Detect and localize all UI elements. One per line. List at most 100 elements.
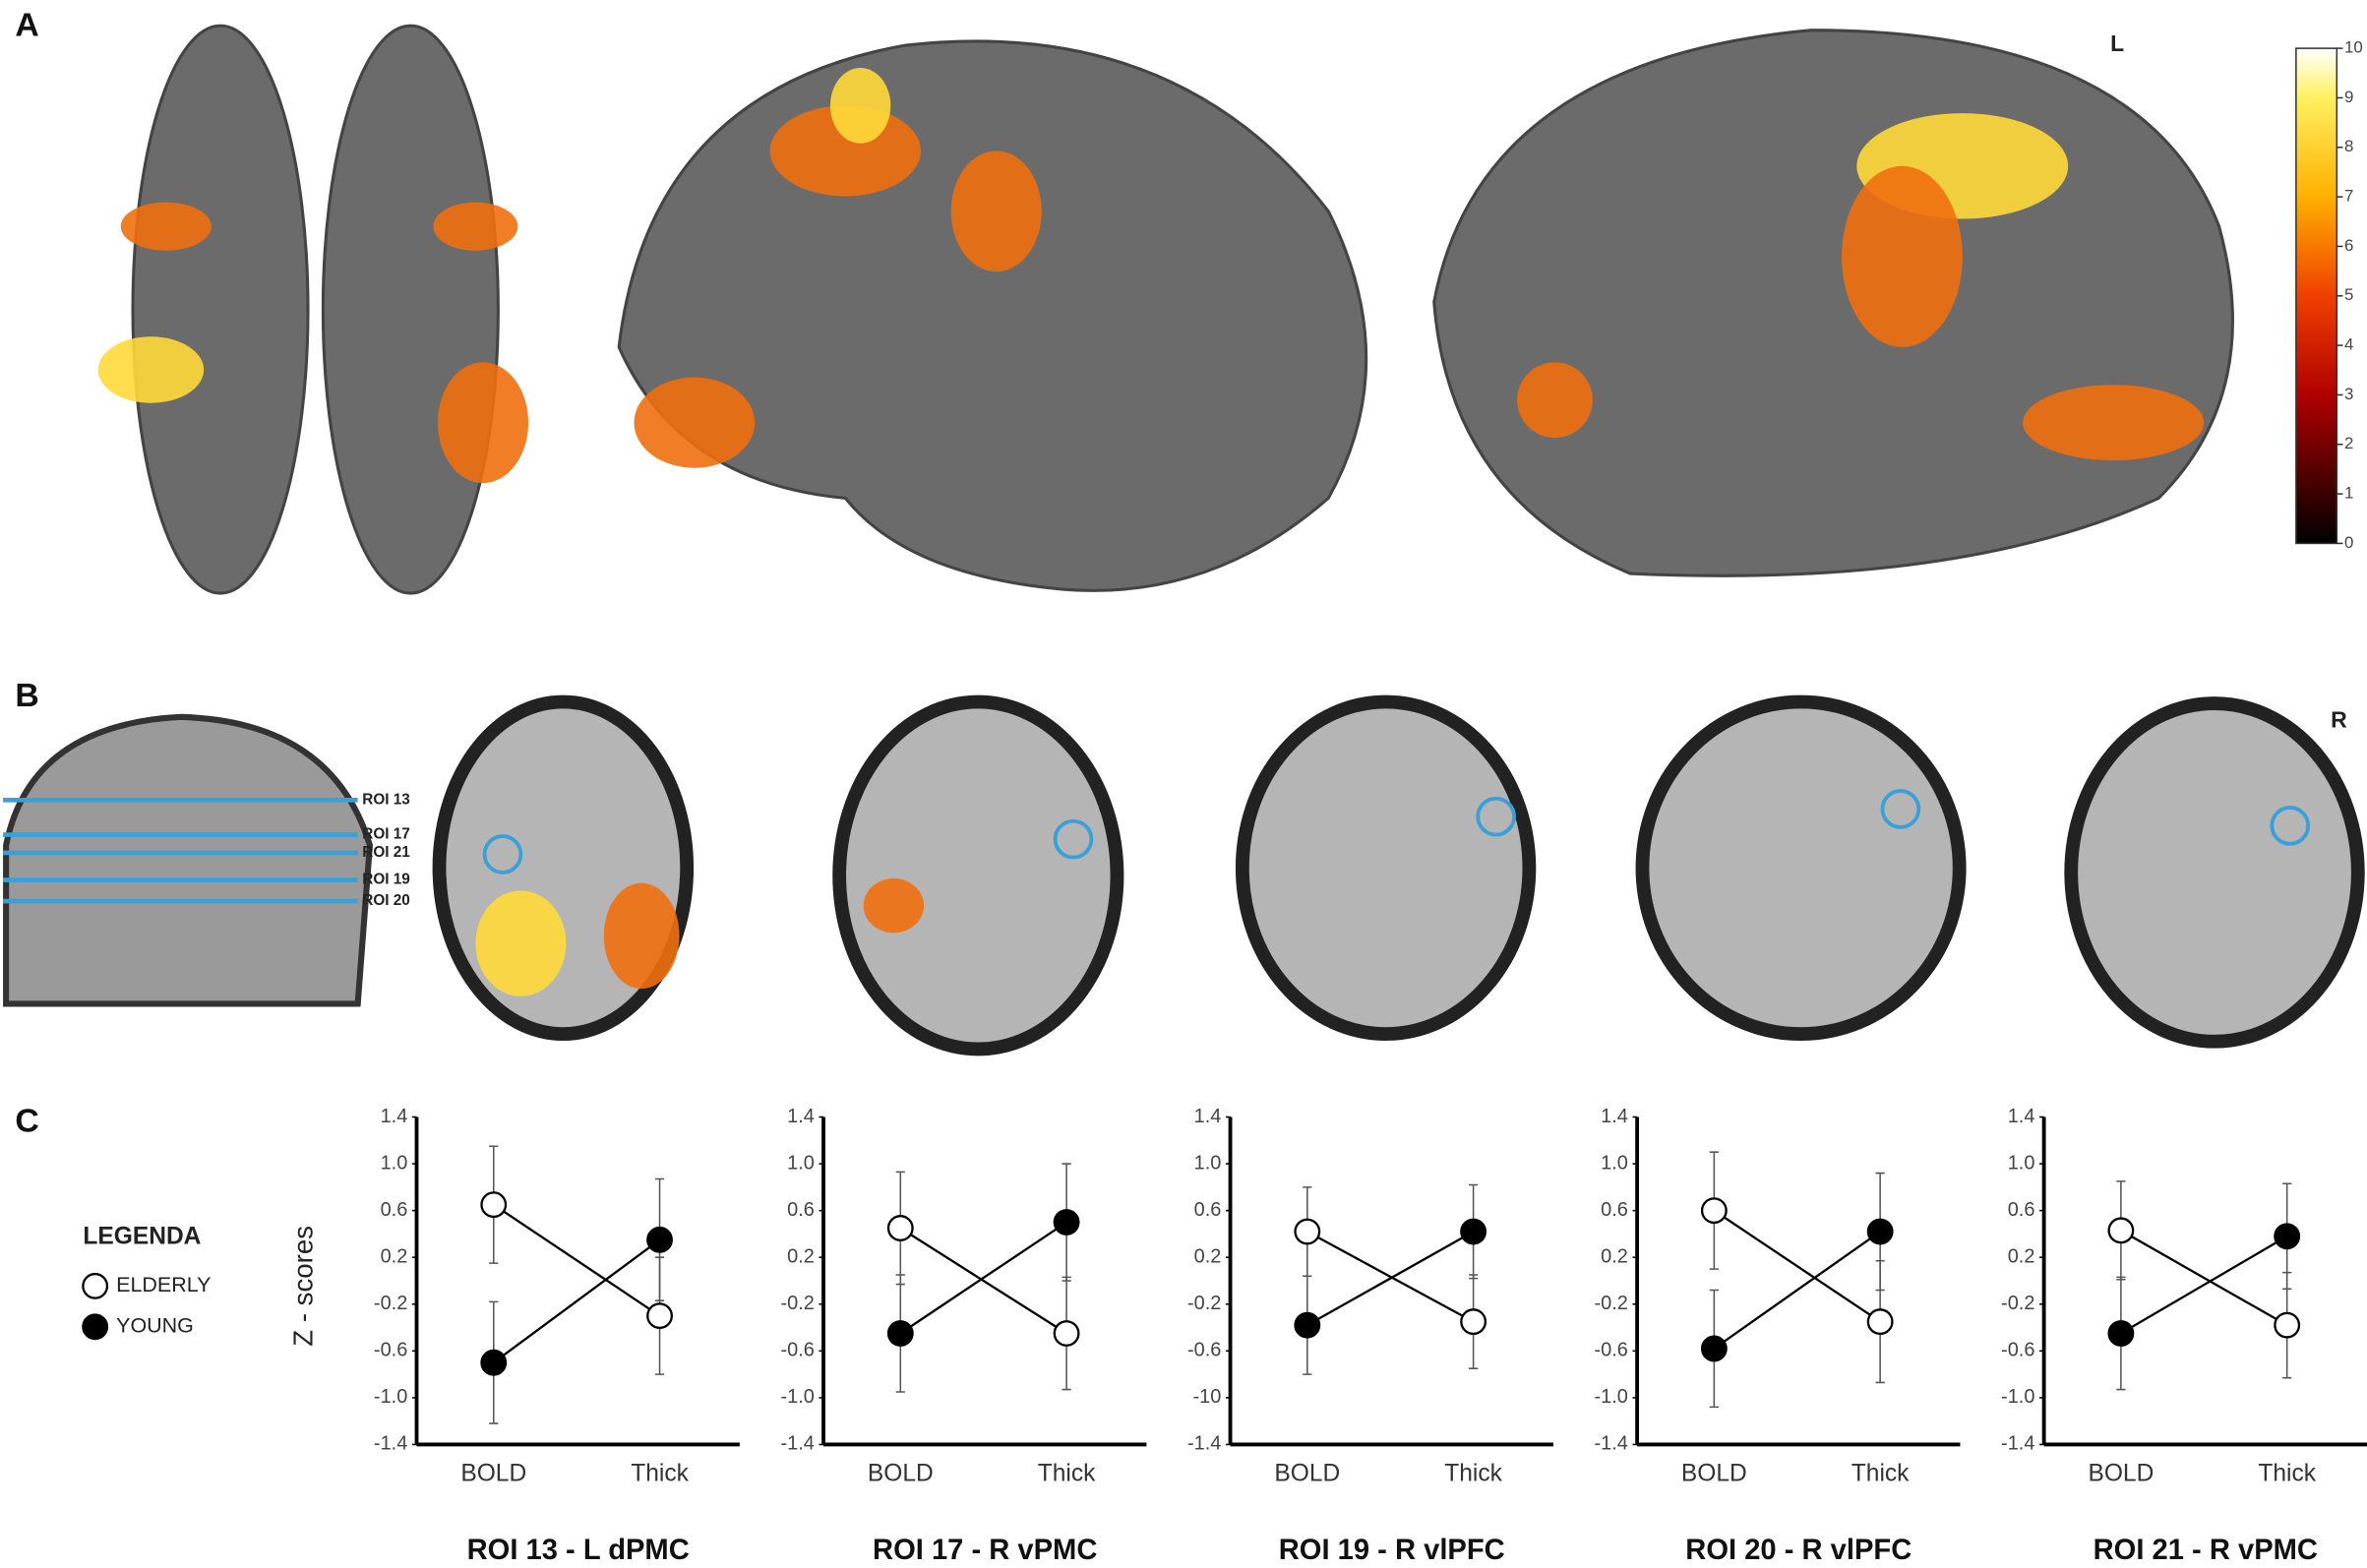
y-tick-label: 0.6 xyxy=(787,1199,815,1221)
legend: LEGENDA xyxy=(83,1224,201,1250)
data-point xyxy=(1700,1197,1728,1225)
x-tick-label: Thick xyxy=(1851,1461,1910,1487)
data-point xyxy=(1294,1218,1321,1245)
data-point xyxy=(480,1349,508,1376)
colorbar-tick-label: 8 xyxy=(2344,137,2353,155)
series-line xyxy=(1306,1231,1475,1327)
roi-line-label: ROI 20 xyxy=(362,892,410,909)
y-tick-label: -0.2 xyxy=(374,1293,407,1314)
y-tick-label: 1.0 xyxy=(381,1152,408,1174)
data-point xyxy=(1700,1335,1728,1362)
y-tick-label: -0.2 xyxy=(1187,1293,1221,1314)
y-tick-label: -1.0 xyxy=(374,1386,407,1408)
x-tick-label: Thick xyxy=(2258,1461,2316,1487)
y-axis-label: Z - scores xyxy=(287,1226,318,1347)
y-tick-label: -0.2 xyxy=(780,1293,814,1314)
legend-label: YOUNG xyxy=(116,1313,194,1337)
x-tick-label: Thick xyxy=(631,1461,689,1487)
x-tick-label: BOLD xyxy=(1274,1461,1340,1487)
data-point xyxy=(1866,1218,1894,1245)
colorbar-tick-label: 9 xyxy=(2344,88,2353,106)
y-tick-label: -1.4 xyxy=(1187,1433,1221,1455)
colorbar-tick-label: 10 xyxy=(2344,38,2363,57)
colorbar-tick-label: 7 xyxy=(2344,187,2353,206)
series-line xyxy=(899,1221,1067,1335)
colorbar-tick-label: 2 xyxy=(2344,434,2353,452)
data-point xyxy=(2107,1217,2135,1244)
y-tick-label: 1.0 xyxy=(2008,1152,2035,1174)
y-tick-label: 1.0 xyxy=(1601,1152,1628,1174)
y-tick-label: -1.0 xyxy=(780,1386,814,1408)
x-tick-label: BOLD xyxy=(1681,1461,1747,1487)
y-tick-label: -0.6 xyxy=(1595,1340,1628,1361)
series-line xyxy=(493,1238,661,1364)
brain-renders xyxy=(97,24,2338,595)
chart-title: ROI 19 - R vlPFC xyxy=(1279,1535,1505,1566)
data-point xyxy=(480,1191,508,1219)
panel-label: A xyxy=(15,7,38,44)
y-tick-label: 0.2 xyxy=(381,1245,408,1267)
colorbar-tick-label: 6 xyxy=(2344,236,2353,255)
y-tick-label: 0.6 xyxy=(381,1199,408,1221)
series-line xyxy=(493,1203,661,1317)
y-tick-label: 1.0 xyxy=(1194,1152,1222,1174)
x-tick-label: Thick xyxy=(1444,1461,1502,1487)
y-tick-label: 0.6 xyxy=(1601,1199,1628,1221)
data-point xyxy=(2274,1311,2301,1339)
roi-line-label: ROI 21 xyxy=(362,844,410,861)
orientation-label: L xyxy=(2110,30,2124,56)
y-tick-label: -1.4 xyxy=(780,1433,814,1455)
colorbar-tick-label: 5 xyxy=(2344,285,2353,304)
series-line xyxy=(2120,1229,2288,1327)
data-point xyxy=(646,1226,673,1253)
data-point xyxy=(886,1320,914,1347)
y-tick-label: -1.0 xyxy=(1595,1386,1628,1408)
x-tick-label: Thick xyxy=(1038,1461,1096,1487)
y-tick-label: -10 xyxy=(1193,1386,1222,1408)
data-point xyxy=(1460,1308,1487,1336)
y-tick-label: -0.6 xyxy=(374,1340,407,1361)
mri-slices xyxy=(3,694,2365,1056)
y-tick-label: -0.6 xyxy=(1187,1340,1221,1361)
y-tick-label: -0.6 xyxy=(2001,1340,2034,1361)
series-line xyxy=(1306,1231,1475,1323)
data-point xyxy=(2274,1223,2301,1250)
chart-title: ROI 13 - L dPMC xyxy=(467,1535,690,1566)
y-tick-label: -0.2 xyxy=(2001,1293,2034,1314)
y-tick-label: 0.2 xyxy=(2008,1245,2035,1267)
y-tick-label: -1.4 xyxy=(1595,1433,1628,1455)
roi-line-label: ROI 17 xyxy=(362,826,410,843)
y-tick-label: 1.4 xyxy=(1194,1106,1222,1127)
chart-title: ROI 21 - R vPMC xyxy=(2094,1535,2318,1566)
data-point xyxy=(1053,1209,1080,1236)
y-tick-label: 1.4 xyxy=(787,1106,815,1127)
y-tick-label: 1.4 xyxy=(1601,1106,1628,1127)
chart-title: ROI 17 - R vPMC xyxy=(873,1535,1097,1566)
y-tick-label: 1.0 xyxy=(787,1152,815,1174)
data-point xyxy=(1294,1311,1321,1339)
y-tick-label: 0.2 xyxy=(787,1245,815,1267)
colorbar-tick-label: 0 xyxy=(2344,533,2353,552)
legend-label: ELDERLY xyxy=(116,1273,211,1297)
data-point xyxy=(1053,1320,1080,1347)
data-point xyxy=(1460,1218,1487,1245)
roi-line-label: ROI 13 xyxy=(362,791,410,808)
data-point xyxy=(886,1215,914,1241)
y-tick-label: 0.2 xyxy=(1601,1245,1628,1267)
panel-label: C xyxy=(15,1103,38,1140)
colorbar-tick-label: 4 xyxy=(2344,335,2353,354)
series-line xyxy=(1713,1209,1881,1323)
series-line xyxy=(1713,1231,1881,1350)
legend-marker xyxy=(82,1272,109,1299)
y-tick-label: 0.2 xyxy=(1194,1245,1222,1267)
chart-title: ROI 20 - R vlPFC xyxy=(1685,1535,1912,1566)
x-tick-label: BOLD xyxy=(868,1461,934,1487)
roi-line-label: ROI 19 xyxy=(362,872,410,888)
y-tick-label: 1.4 xyxy=(2008,1106,2035,1127)
series-line xyxy=(2120,1235,2288,1335)
y-tick-label: 1.4 xyxy=(381,1106,408,1127)
legend-title: LEGENDA xyxy=(83,1224,201,1250)
legend-marker xyxy=(82,1313,109,1341)
data-point xyxy=(2107,1320,2135,1347)
